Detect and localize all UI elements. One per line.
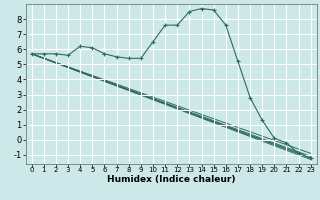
X-axis label: Humidex (Indice chaleur): Humidex (Indice chaleur) <box>107 175 236 184</box>
